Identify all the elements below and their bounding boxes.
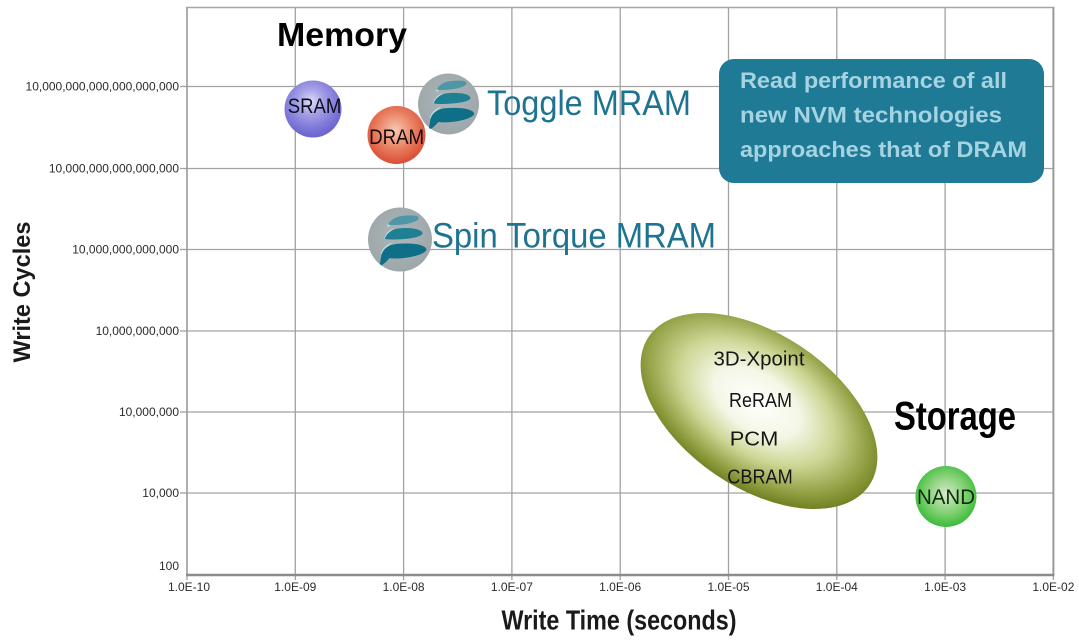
svg-text:10,000,000,000: 10,000,000,000 bbox=[96, 324, 180, 338]
svg-text:PCM: PCM bbox=[730, 429, 779, 451]
svg-text:100: 100 bbox=[159, 559, 179, 573]
svg-text:Write Time (seconds): Write Time (seconds) bbox=[502, 605, 737, 636]
svg-text:Toggle MRAM: Toggle MRAM bbox=[487, 84, 691, 123]
svg-text:10,000,000,000,000,000,000: 10,000,000,000,000,000,000 bbox=[26, 80, 180, 94]
svg-text:3D-Xpoint: 3D-Xpoint bbox=[714, 349, 805, 371]
svg-text:DRAM: DRAM bbox=[369, 126, 424, 149]
svg-text:1.0E-09: 1.0E-09 bbox=[274, 580, 316, 594]
svg-text:10,000,000: 10,000,000 bbox=[119, 405, 179, 419]
svg-text:1.0E-08: 1.0E-08 bbox=[383, 580, 425, 594]
svg-text:1.0E-03: 1.0E-03 bbox=[924, 580, 966, 594]
svg-text:10,000,000,000,000,000: 10,000,000,000,000,000 bbox=[49, 162, 179, 176]
svg-text:NAND: NAND bbox=[917, 486, 975, 509]
svg-text:SRAM: SRAM bbox=[288, 95, 342, 118]
svg-text:10,000,000,000,000: 10,000,000,000,000 bbox=[72, 243, 179, 257]
svg-text:Read performance of all: Read performance of all bbox=[740, 68, 1007, 93]
svg-text:1.0E-02: 1.0E-02 bbox=[1032, 580, 1074, 594]
svg-text:Memory: Memory bbox=[277, 16, 408, 53]
svg-text:1.0E-04: 1.0E-04 bbox=[816, 580, 858, 594]
svg-text:CBRAM: CBRAM bbox=[727, 467, 793, 489]
svg-text:approaches that of DRAM: approaches that of DRAM bbox=[740, 137, 1027, 162]
svg-text:new NVM technologies: new NVM technologies bbox=[740, 103, 1002, 128]
svg-text:1.0E-06: 1.0E-06 bbox=[599, 580, 641, 594]
svg-text:ReRAM: ReRAM bbox=[729, 390, 792, 412]
svg-text:Write Cycles: Write Cycles bbox=[9, 222, 36, 363]
svg-text:1.0E-10: 1.0E-10 bbox=[168, 580, 210, 594]
svg-text:Storage: Storage bbox=[894, 395, 1016, 439]
svg-text:Spin Torque MRAM: Spin Torque MRAM bbox=[432, 217, 716, 256]
svg-text:10,000: 10,000 bbox=[142, 486, 179, 500]
svg-text:1.0E-05: 1.0E-05 bbox=[707, 580, 749, 594]
svg-text:1.0E-07: 1.0E-07 bbox=[491, 580, 533, 594]
